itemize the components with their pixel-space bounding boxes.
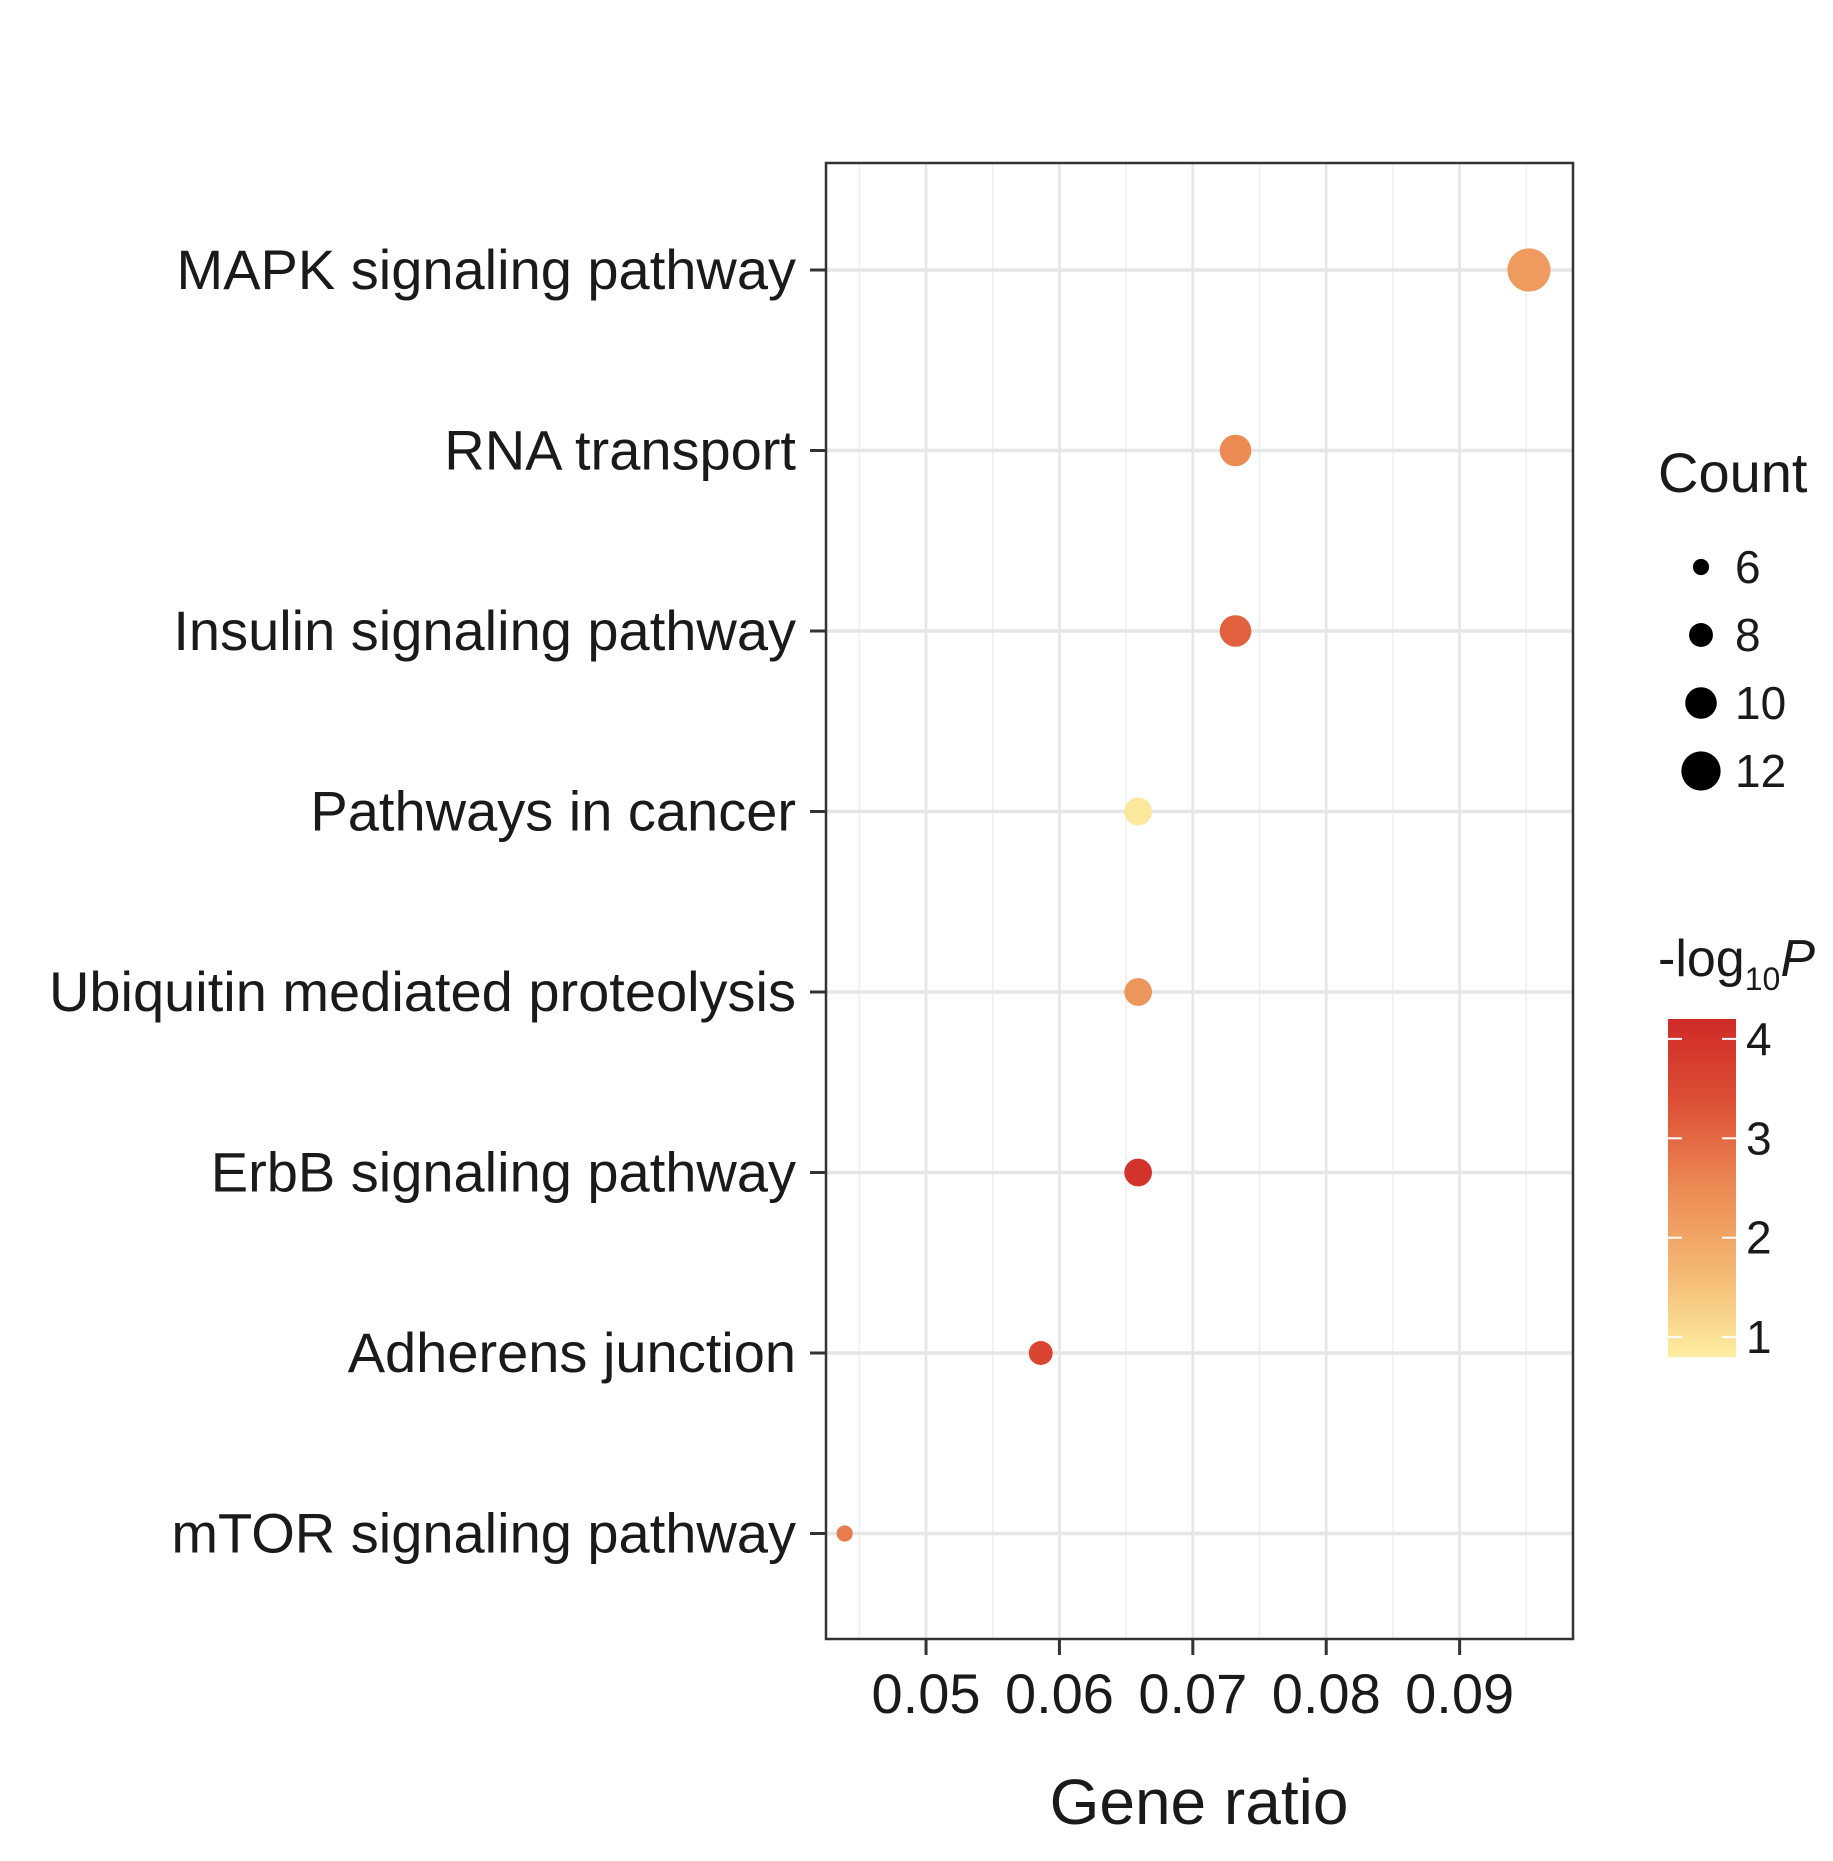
color-legend-label: 2 (1746, 1212, 1772, 1264)
grid-lines (826, 163, 1573, 1639)
x-tick-label: 0.06 (1005, 1662, 1114, 1725)
x-tick-label: 0.07 (1138, 1662, 1247, 1725)
x-axis: 0.05 0.06 0.07 0.08 0.09 (872, 1639, 1514, 1725)
x-tick-label: 0.08 (1272, 1662, 1381, 1725)
plot-panel-border (824, 161, 1575, 1641)
size-legend-label: 10 (1735, 677, 1786, 729)
y-tick-label: mTOR signaling pathway (171, 1502, 796, 1565)
size-legend-label: 12 (1735, 745, 1786, 797)
data-point (1124, 1158, 1153, 1187)
size-legend-label: 6 (1735, 541, 1761, 593)
y-tick-label: Adherens junction (348, 1321, 796, 1384)
y-tick-label: RNA transport (444, 419, 796, 482)
color-legend-label: 4 (1746, 1013, 1772, 1065)
color-legend-title-main: -log (1658, 930, 1745, 988)
data-point (1219, 615, 1252, 647)
color-legend-title: -log10P (1658, 930, 1815, 997)
size-legend-key (1685, 687, 1717, 719)
data-point (1507, 248, 1551, 292)
data-point (1124, 978, 1153, 1006)
size-legend-label: 8 (1735, 609, 1761, 661)
color-legend: -log10P 1 2 3 4 (1658, 930, 1815, 1363)
y-tick-label: Pathways in cancer (310, 780, 796, 843)
y-tick-label: Ubiquitin mediated proteolysis (49, 960, 796, 1023)
x-axis-title: Gene ratio (1050, 1766, 1349, 1838)
color-legend-label: 3 (1746, 1112, 1772, 1164)
data-points (836, 248, 1551, 1542)
size-legend-key (1692, 558, 1710, 576)
y-tick-label: ErbB signaling pathway (211, 1141, 796, 1204)
size-legend-key (1689, 623, 1713, 647)
data-point (1219, 434, 1252, 467)
size-legend: Count 6 8 10 12 (1658, 441, 1808, 797)
color-legend-title-variable: P (1780, 930, 1815, 988)
color-legend-title-subscript: 10 (1745, 961, 1781, 997)
data-point (836, 1525, 853, 1542)
color-legend-label: 1 (1746, 1311, 1772, 1363)
size-legend-title: Count (1658, 441, 1808, 504)
x-tick-label: 0.05 (872, 1662, 981, 1725)
color-bar (1668, 1019, 1736, 1357)
data-point (1124, 797, 1153, 826)
x-tick-label: 0.09 (1405, 1662, 1514, 1725)
y-axis: MAPK signaling pathway RNA transport Insul… (49, 238, 826, 1565)
size-legend-key (1681, 751, 1721, 791)
data-point (1028, 1341, 1053, 1365)
y-tick-label: MAPK signaling pathway (177, 238, 796, 301)
y-tick-label: Insulin signaling pathway (173, 599, 796, 662)
